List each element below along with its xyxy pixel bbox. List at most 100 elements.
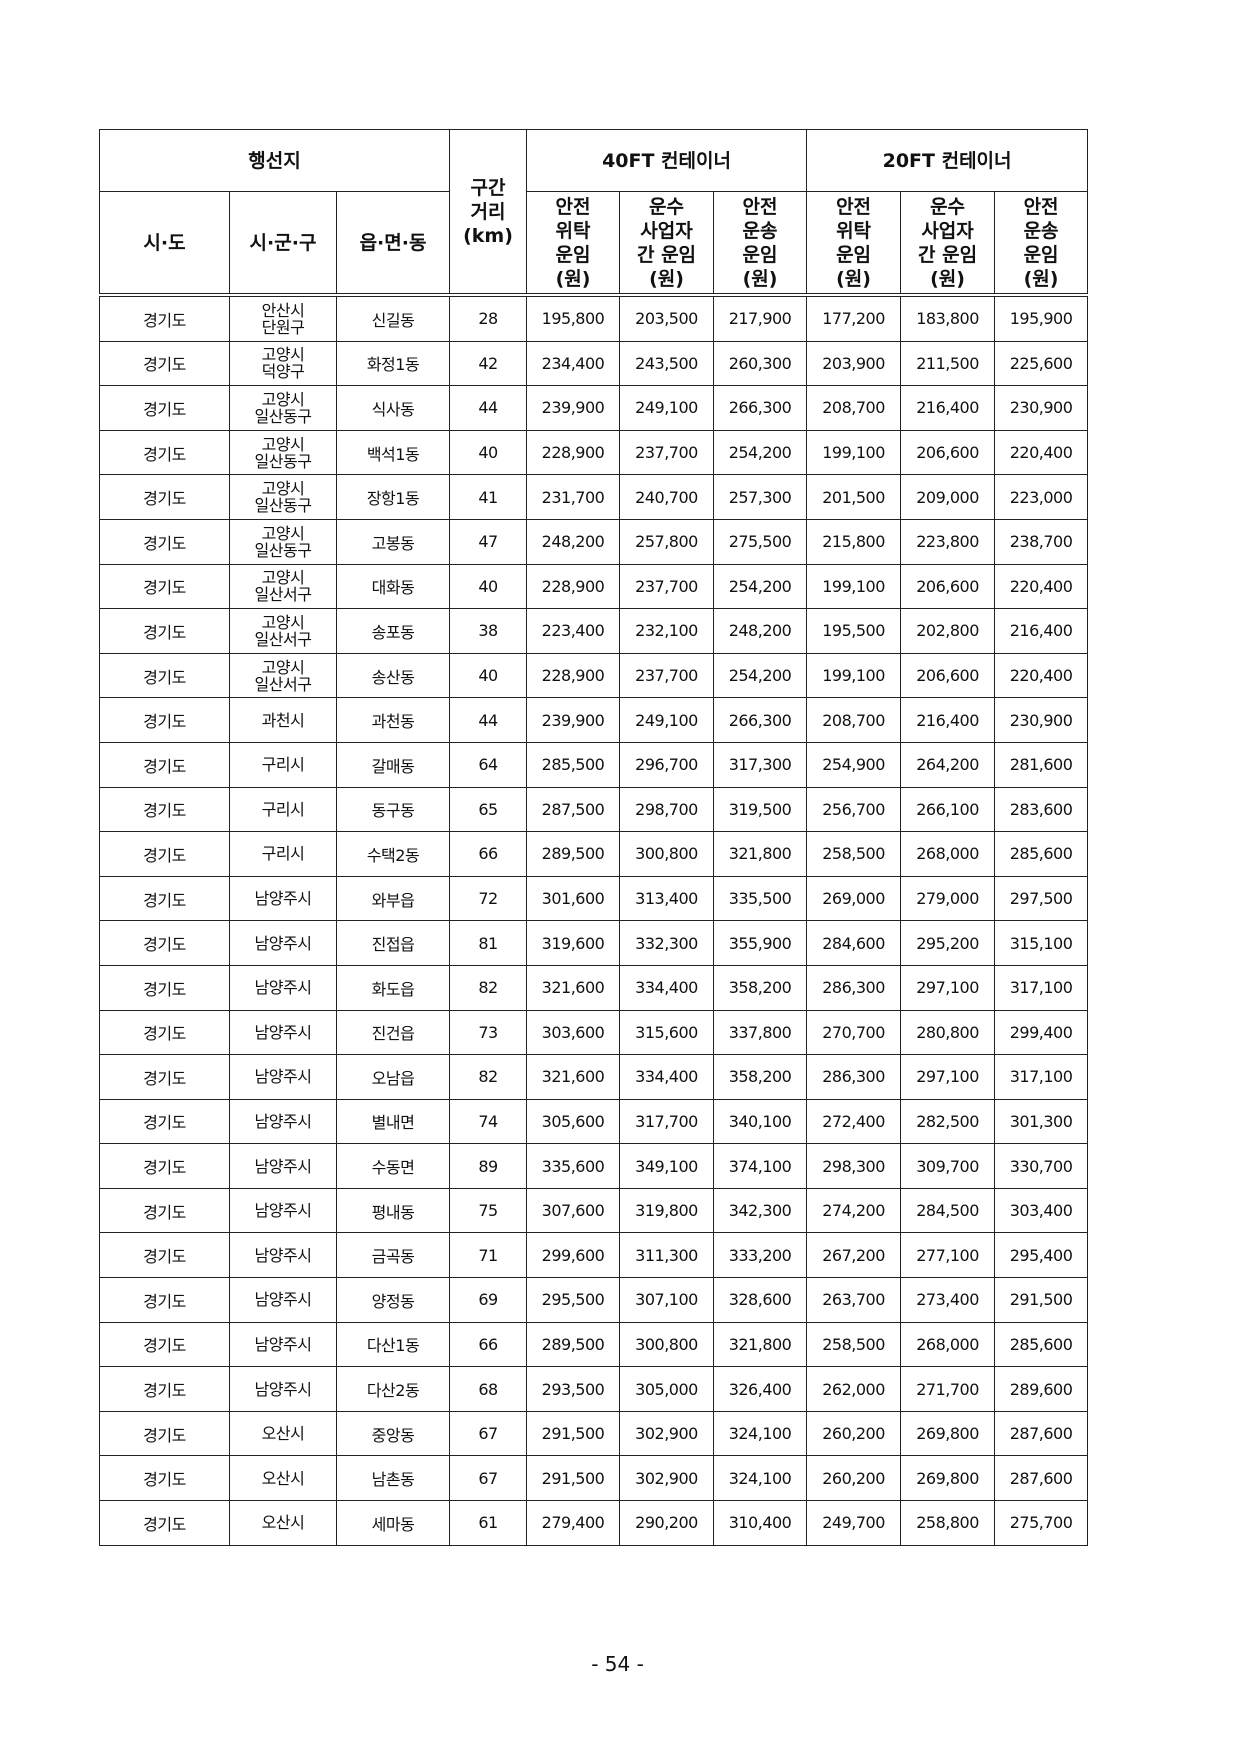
cell-40ft-safety-transport: 275,500 — [713, 518, 808, 565]
cell-40ft-safety-consign: 321,600 — [526, 964, 621, 1011]
cell-eupmyeondong: 화정1동 — [335, 340, 451, 387]
cell-20ft-safety-consign: 272,400 — [806, 1098, 902, 1145]
table-row: 경기도 과천시 과천동 44 239,900 249,100 266,300 208,700 2… — [99, 697, 1089, 743]
cell-20ft-safety-consign: 254,900 — [806, 741, 902, 788]
table-row: 경기도 고양시 일산동구 백석1동 40 228,900 237,700 254,200 19… — [99, 429, 1089, 476]
header-destination: 행선지 — [98, 129, 451, 192]
cell-20ft-safety-transport: 291,500 — [994, 1277, 1089, 1323]
cell-40ft-safety-consign: 319,600 — [526, 920, 621, 966]
cell-20ft-carrier: 183,800 — [900, 294, 996, 342]
cell-sido: 경기도 — [99, 1054, 230, 1100]
cell-40ft-carrier: 311,300 — [619, 1232, 715, 1279]
cell-20ft-safety-consign: 274,200 — [806, 1187, 902, 1234]
cell-eupmyeondong: 식사동 — [335, 385, 451, 431]
cell-40ft-carrier: 302,900 — [619, 1410, 715, 1457]
cell-eupmyeondong: 진접읍 — [335, 920, 451, 966]
cell-20ft-safety-consign: 195,500 — [806, 608, 902, 654]
cell-40ft-safety-consign: 299,600 — [526, 1232, 621, 1279]
cell-20ft-safety-consign: 286,300 — [806, 964, 902, 1011]
cell-40ft-safety-consign: 301,600 — [526, 875, 621, 922]
cell-sido: 경기도 — [99, 1187, 230, 1234]
cell-distance: 71 — [449, 1232, 528, 1279]
cell-20ft-safety-consign: 208,700 — [806, 385, 902, 431]
cell-sigungu: 구리시 — [229, 786, 337, 833]
cell-eupmyeondong: 평내동 — [335, 1187, 451, 1234]
table-row: 경기도 고양시 일산서구 송포동 38 223,400 232,100 248,200 195… — [99, 608, 1089, 654]
cell-40ft-carrier: 290,200 — [619, 1500, 715, 1546]
cell-40ft-safety-consign: 195,800 — [526, 294, 621, 342]
table-row: 경기도 고양시 덕양구 화정1동 42 234,400 243,500 260,300 203… — [99, 340, 1089, 387]
cell-40ft-safety-transport: 324,100 — [713, 1410, 808, 1457]
cell-40ft-safety-transport: 324,100 — [713, 1455, 808, 1502]
cell-20ft-safety-transport: 295,400 — [994, 1232, 1089, 1279]
cell-40ft-safety-consign: 305,600 — [526, 1098, 621, 1145]
cell-eupmyeondong: 백석1동 — [335, 429, 451, 476]
cell-40ft-safety-transport: 217,900 — [713, 294, 808, 342]
cell-20ft-carrier: 295,200 — [900, 920, 996, 966]
cell-40ft-safety-consign: 295,500 — [526, 1277, 621, 1323]
cell-20ft-carrier: 269,800 — [900, 1410, 996, 1457]
cell-20ft-carrier: 282,500 — [900, 1098, 996, 1145]
cell-40ft-safety-consign: 303,600 — [526, 1009, 621, 1056]
table-row: 경기도 고양시 일산동구 장항1동 41 231,700 240,700 257,300 20… — [99, 474, 1089, 520]
cell-sigungu: 고양시 일산동구 — [229, 385, 337, 431]
cell-sigungu: 오산시 — [229, 1410, 337, 1457]
cell-40ft-safety-consign: 239,900 — [526, 385, 621, 431]
table-body: 경기도 안산시 단원구 신길동 28 195,800 203,500 217,900 177,… — [99, 294, 1089, 1546]
cell-20ft-carrier: 216,400 — [900, 697, 996, 743]
cell-40ft-safety-consign: 291,500 — [526, 1455, 621, 1502]
cell-distance: 40 — [449, 429, 528, 476]
cell-distance: 41 — [449, 474, 528, 520]
table-row: 경기도 고양시 일산서구 송산동 40 228,900 237,700 254,200 199… — [99, 652, 1089, 699]
cell-20ft-safety-transport: 317,100 — [994, 1054, 1089, 1100]
cell-40ft-safety-transport: 266,300 — [713, 385, 808, 431]
cell-20ft-carrier: 264,200 — [900, 741, 996, 788]
cell-distance: 66 — [449, 831, 528, 877]
cell-sido: 경기도 — [99, 563, 230, 610]
cell-eupmyeondong: 대화동 — [335, 563, 451, 610]
cell-40ft-safety-transport: 340,100 — [713, 1098, 808, 1145]
cell-20ft-safety-consign: 199,100 — [806, 652, 902, 699]
cell-40ft-safety-transport: 337,800 — [713, 1009, 808, 1056]
cell-40ft-carrier: 302,900 — [619, 1455, 715, 1502]
cell-20ft-safety-consign: 269,000 — [806, 875, 902, 922]
cell-20ft-safety-transport: 220,400 — [994, 652, 1089, 699]
table-row: 경기도 남양주시 평내동 75 307,600 319,800 342,300 274,200… — [99, 1187, 1089, 1234]
table-row: 경기도 구리시 갈매동 64 285,500 296,700 317,300 254,900 2… — [99, 741, 1089, 788]
cell-distance: 44 — [449, 697, 528, 743]
cell-20ft-carrier: 279,000 — [900, 875, 996, 922]
cell-40ft-carrier: 237,700 — [619, 563, 715, 610]
cell-20ft-safety-transport: 223,000 — [994, 474, 1089, 520]
cell-20ft-safety-consign: 263,700 — [806, 1277, 902, 1323]
cell-distance: 75 — [449, 1187, 528, 1234]
table-row: 경기도 오산시 남촌동 67 291,500 302,900 324,100 260,200 2… — [99, 1455, 1089, 1502]
cell-20ft-carrier: 209,000 — [900, 474, 996, 520]
cell-40ft-safety-transport: 317,300 — [713, 741, 808, 788]
cell-sigungu: 고양시 일산서구 — [229, 608, 337, 654]
cell-20ft-carrier: 297,100 — [900, 1054, 996, 1100]
cell-sigungu: 고양시 일산서구 — [229, 563, 337, 610]
header-eupmyeondong: 읍·면·동 — [335, 191, 451, 297]
page-number: - 54 - — [591, 1652, 644, 1676]
cell-eupmyeondong: 양정동 — [335, 1277, 451, 1323]
cell-40ft-safety-transport: 254,200 — [713, 429, 808, 476]
cell-20ft-carrier: 206,600 — [900, 429, 996, 476]
table-row: 경기도 남양주시 양정동 69 295,500 307,100 328,600 263,700… — [99, 1277, 1089, 1323]
cell-20ft-carrier: 309,700 — [900, 1143, 996, 1189]
cell-20ft-safety-consign: 286,300 — [806, 1054, 902, 1100]
cell-20ft-safety-consign: 260,200 — [806, 1455, 902, 1502]
cell-40ft-safety-transport: 358,200 — [713, 1054, 808, 1100]
cell-eupmyeondong: 송포동 — [335, 608, 451, 654]
cell-sigungu: 남양주시 — [229, 1366, 337, 1412]
cell-sido: 경기도 — [99, 1500, 230, 1546]
header-sido: 시·도 — [99, 191, 230, 297]
header-distance: 구간 거리 (km) — [449, 129, 528, 297]
cell-40ft-safety-consign: 287,500 — [526, 786, 621, 833]
table-row: 경기도 남양주시 오남읍 82 321,600 334,400 358,200 286,300… — [99, 1054, 1089, 1100]
cell-20ft-safety-consign: 177,200 — [806, 294, 902, 342]
cell-eupmyeondong: 갈매동 — [335, 741, 451, 788]
cell-40ft-safety-consign: 289,500 — [526, 1321, 621, 1368]
cell-20ft-safety-consign: 215,800 — [806, 518, 902, 565]
cell-distance: 81 — [449, 920, 528, 966]
cell-eupmyeondong: 과천동 — [335, 697, 451, 743]
